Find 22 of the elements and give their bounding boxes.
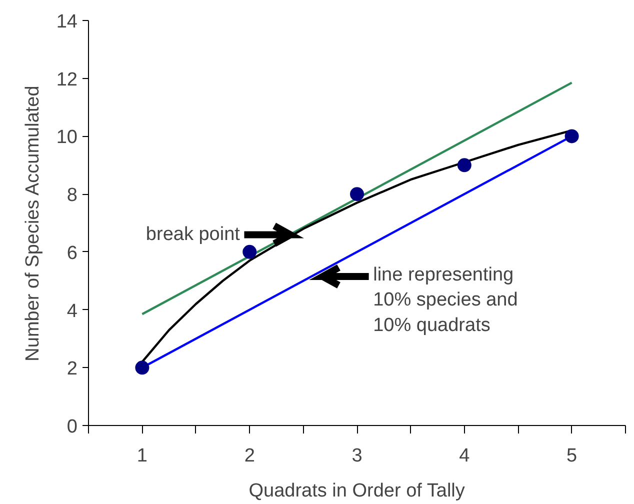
point <box>242 244 257 259</box>
y-tick-label: 14 <box>56 12 78 32</box>
point <box>457 158 472 172</box>
point <box>564 129 579 144</box>
point <box>350 187 364 202</box>
x-tick-label: 2 <box>244 446 255 466</box>
x-axis-title: Quadrats in Order of Tally <box>248 480 466 502</box>
y-axis-title: Number of Species Accumulated <box>22 86 44 362</box>
x-tick-label: 3 <box>352 446 362 466</box>
y-tick-label: 6 <box>66 242 78 264</box>
annotation: break point <box>146 224 241 246</box>
y-tick-label: 4 <box>66 300 78 322</box>
y-tick-label: 0 <box>66 416 78 438</box>
y-tick-label: 10 <box>56 127 78 148</box>
annotation: line representing 10% species and 10% quadrats <box>373 264 518 336</box>
y-tick-label: 12 <box>56 69 78 90</box>
x-tick-label: 4 <box>459 446 470 466</box>
x-tick-label: 5 <box>566 446 578 466</box>
y-tick-label: 8 <box>66 185 78 206</box>
y-tick-label: 2 <box>66 358 78 380</box>
point <box>135 360 150 375</box>
x-tick-label: 1 <box>136 446 148 466</box>
